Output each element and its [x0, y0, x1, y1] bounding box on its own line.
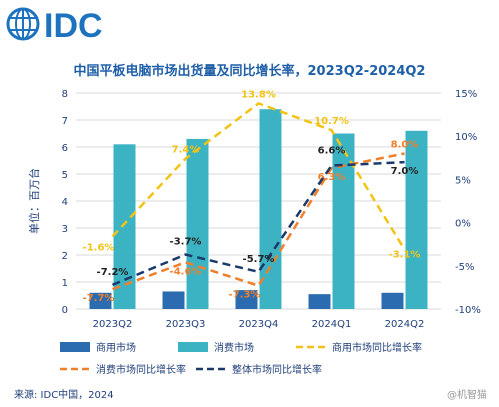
bar-commercial [162, 291, 185, 309]
y-tick-label: 3 [62, 224, 68, 235]
data-label: -3.7% [170, 237, 202, 248]
y2-tick-label: -10% [455, 305, 481, 316]
y-tick-label: 1 [62, 278, 68, 289]
globe-icon [6, 7, 40, 41]
y2-tick-label: 5% [455, 175, 471, 186]
x-tick-label: 2023Q2 [93, 319, 133, 330]
data-label: -4.6% [170, 266, 202, 277]
data-label: -5.7% [243, 254, 275, 265]
bar-commercial [235, 290, 258, 309]
legend-label: 整体市场同比增长率 [232, 363, 322, 376]
line-commercial-growth [111, 101, 406, 251]
y-tick-label: 2 [62, 251, 68, 262]
y-tick-label: 4 [62, 197, 68, 208]
x-tick-label: 2024Q1 [312, 319, 352, 330]
logo-text: IDC [44, 7, 103, 42]
bar-consumer [113, 144, 136, 309]
watermark: @机智猫 [447, 390, 487, 401]
y2-tick-label: 0% [455, 219, 471, 230]
legend-swatch [178, 342, 208, 352]
data-label: -7.3% [229, 290, 261, 301]
data-label: 10.7% [314, 116, 349, 127]
x-tick-label: 2023Q4 [239, 319, 279, 330]
y-tick-label: 7 [62, 116, 68, 127]
x-tick-label: 2023Q3 [166, 319, 206, 330]
y-tick-label: 6 [62, 143, 68, 154]
y2-tick-label: 10% [455, 132, 477, 143]
legend-label: 商用市场 [96, 341, 136, 354]
y-tick-label: 8 [62, 89, 68, 100]
data-label: 6.3% [318, 172, 346, 183]
y2-tick-label: -5% [455, 262, 474, 273]
bar-commercial [308, 294, 331, 309]
bar-consumer [332, 133, 355, 309]
y-tick-label: 0 [62, 305, 68, 316]
data-label: 8.0% [391, 139, 419, 150]
data-label: 6.6% [318, 146, 346, 157]
data-label: -7.7% [83, 293, 115, 304]
data-label: -1.6% [83, 242, 115, 253]
data-label: -7.2% [97, 267, 129, 278]
bar-commercial [89, 292, 112, 309]
chart-title: 中国平板电脑市场出货量及同比增长率，2023Q2-2024Q2 [73, 64, 426, 79]
legend-label: 消费市场 [214, 341, 254, 354]
data-label: 7.0% [391, 166, 419, 177]
idc-logo: IDC [6, 7, 103, 42]
legend-label: 商用市场同比增长率 [332, 341, 422, 354]
bar-consumer [186, 138, 209, 309]
bar-commercial [381, 292, 404, 309]
data-label: 13.8% [241, 89, 276, 100]
data-label: -3.1% [389, 249, 421, 260]
line-total-growth [112, 160, 405, 286]
bar-consumer [405, 130, 428, 309]
y-tick-label: 5 [62, 170, 68, 181]
source-note: 来源: IDC中国，2024 [14, 390, 114, 401]
legend-swatch [60, 342, 90, 352]
legend-label: 消费市场同比增长率 [96, 363, 186, 376]
line-consumer-growth [112, 152, 405, 291]
data-label: 7.4% [172, 145, 200, 156]
y2-tick-label: 15% [455, 89, 477, 100]
y-axis-label: 单位：百万台 [27, 168, 41, 234]
x-tick-label: 2024Q2 [385, 319, 425, 330]
